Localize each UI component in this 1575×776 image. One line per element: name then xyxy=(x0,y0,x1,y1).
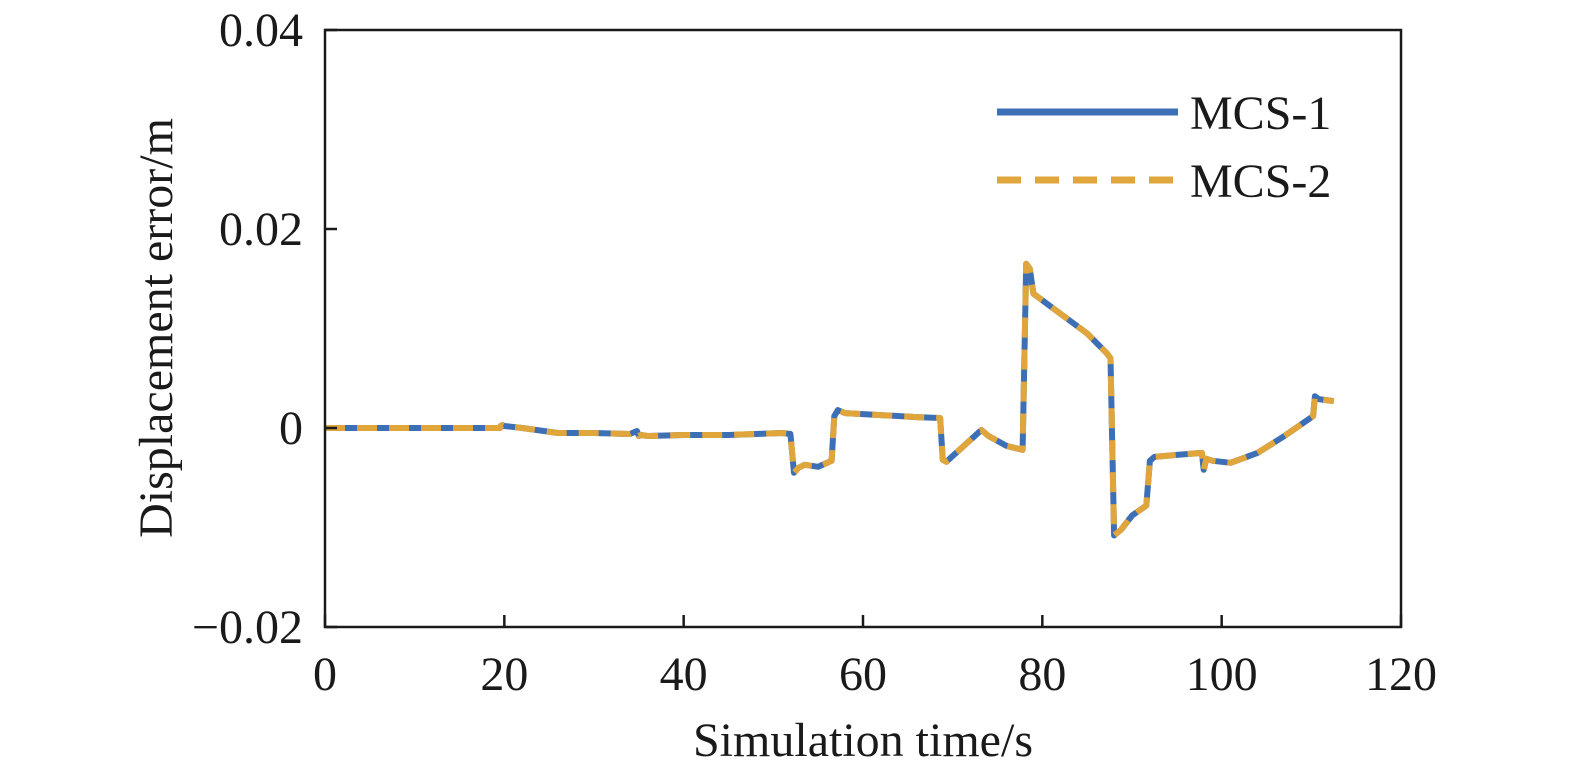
y-tick-label: 0 xyxy=(279,402,303,455)
y-tick-label: 0.04 xyxy=(219,4,303,57)
y-axis-title: Displacement error/m xyxy=(130,118,183,538)
x-tick-label: 80 xyxy=(1018,648,1066,701)
x-tick-label: 120 xyxy=(1365,648,1437,701)
x-axis-title: Simulation time/s xyxy=(693,714,1033,767)
y-tick-label: −0.02 xyxy=(192,601,303,654)
x-tick-label: 60 xyxy=(839,648,887,701)
y-tick-label: 0.02 xyxy=(219,203,303,256)
legend: MCS-1 MCS-2 xyxy=(997,87,1331,208)
x-axis-ticks: 0 20 40 60 80 100 120 xyxy=(313,615,1437,701)
x-tick-label: 40 xyxy=(660,648,708,701)
x-tick-label: 20 xyxy=(480,648,528,701)
legend-label: MCS-2 xyxy=(1190,155,1331,208)
x-tick-label: 100 xyxy=(1186,648,1258,701)
series-layer xyxy=(325,260,1335,539)
y-axis-ticks: −0.02 0 0.02 0.04 xyxy=(192,4,337,654)
series-line-mcs-2 xyxy=(325,260,1335,539)
x-tick-label: 0 xyxy=(313,648,337,701)
legend-label: MCS-1 xyxy=(1190,87,1331,140)
